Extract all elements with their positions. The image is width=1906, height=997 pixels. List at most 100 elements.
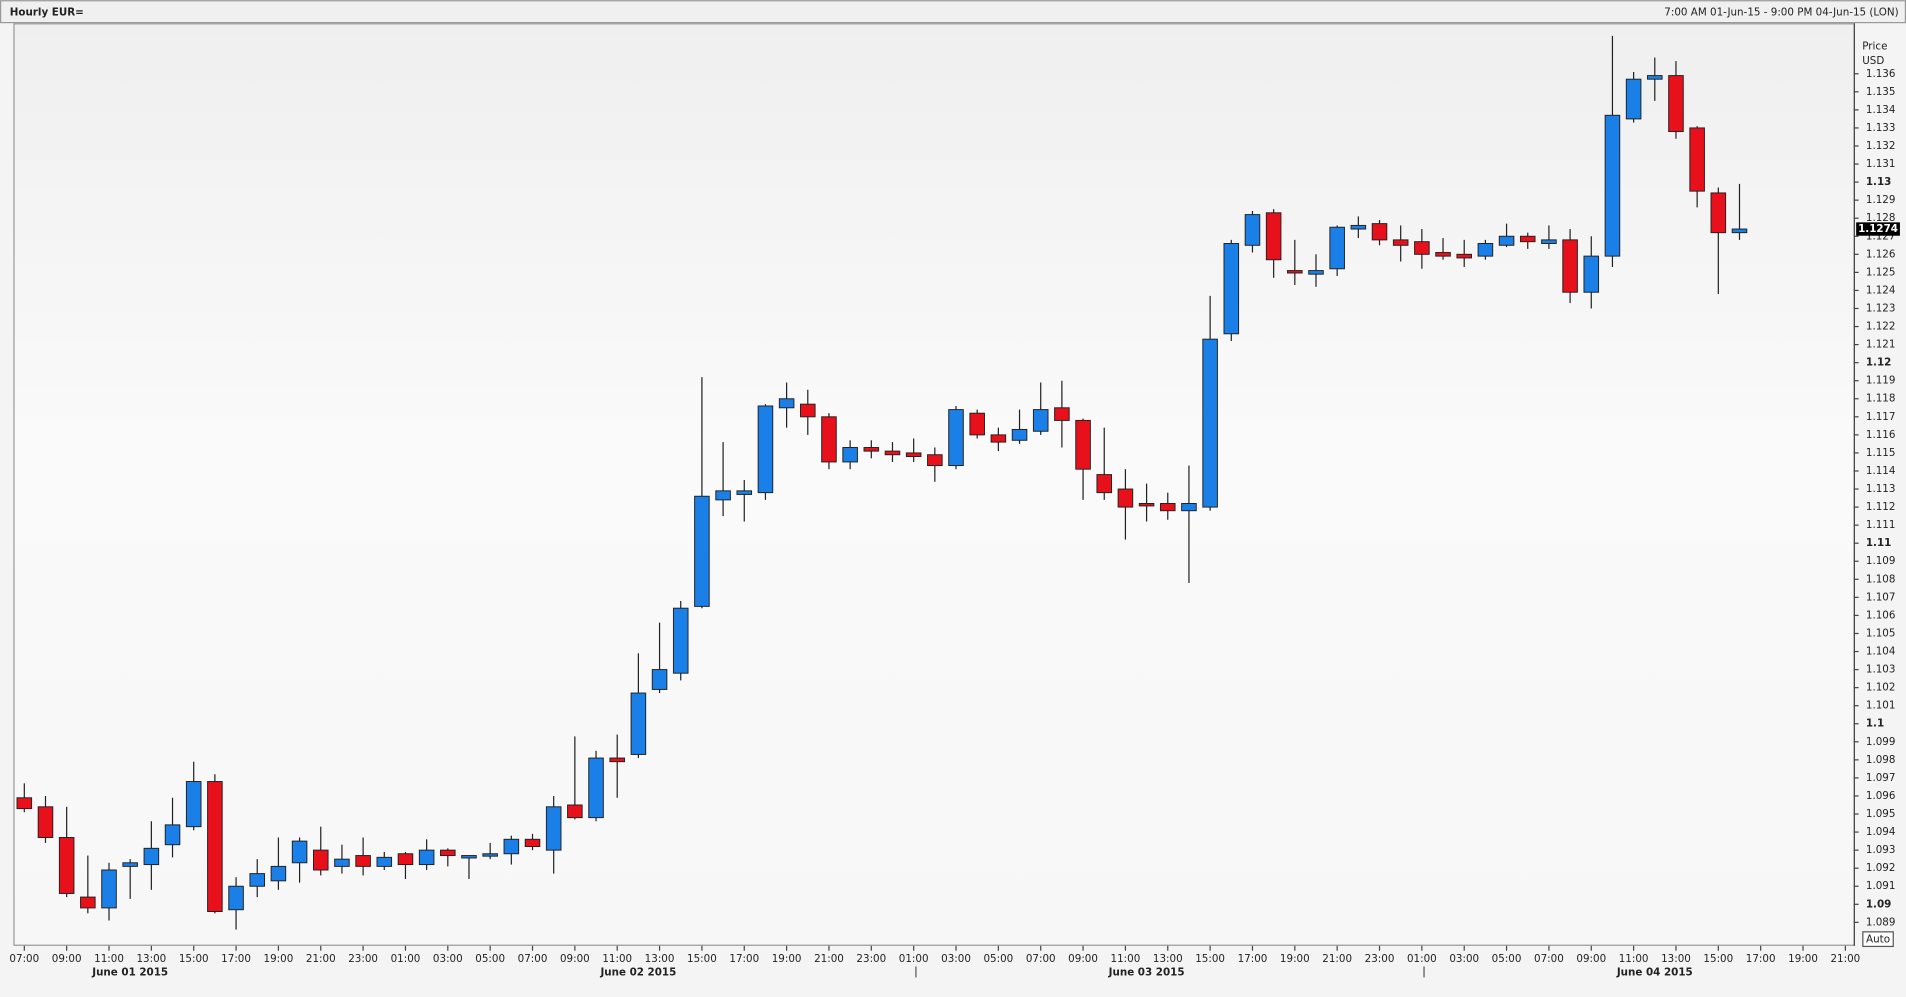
y-tick-label: 1.097 <box>1866 772 1896 784</box>
candle-body <box>291 840 308 864</box>
last-price-box <box>1856 222 1900 236</box>
candle-body <box>228 885 244 911</box>
x-tick-label: 01:00 <box>1407 953 1437 965</box>
candle-body <box>1287 270 1303 274</box>
plot-area <box>13 23 1855 946</box>
x-tick-label: 03:00 <box>1449 953 1479 965</box>
x-tick-label: 11:00 <box>602 953 632 965</box>
y-tick-label: 1.131 <box>1866 158 1896 170</box>
candle-body <box>1647 75 1663 80</box>
candle-body <box>1604 114 1621 257</box>
x-tick-label: 01:00 <box>899 953 929 965</box>
y-tick-label: 1.102 <box>1866 682 1896 694</box>
y-tick-label: 1.099 <box>1866 736 1896 748</box>
date-label: June 03 2015 <box>1108 967 1185 979</box>
y-tick-label: 1.117 <box>1866 411 1896 423</box>
x-tick-label: 19:00 <box>264 953 294 965</box>
candle-body <box>1223 243 1240 335</box>
y-tick-label: 1.103 <box>1866 664 1896 676</box>
y-tick-label: 1.124 <box>1866 284 1896 296</box>
y-tick-label: 1.121 <box>1866 339 1896 351</box>
candle-body <box>16 797 33 810</box>
date-label: June 01 2015 <box>91 967 168 979</box>
y-tick-label: 1.11 <box>1866 537 1891 549</box>
candle-body <box>588 757 604 819</box>
auto-button-label[interactable]: Auto <box>1866 934 1890 946</box>
x-tick-label: 07:00 <box>9 953 39 965</box>
y-tick-label: 1.094 <box>1866 826 1896 838</box>
candle-body <box>482 853 498 857</box>
x-tick-label: 05:00 <box>1492 953 1522 965</box>
y-tick-label: 1.101 <box>1866 700 1896 712</box>
candle-body <box>207 781 223 913</box>
candle-body <box>397 853 414 866</box>
candle-body <box>672 607 689 674</box>
y-tick-label: 1.105 <box>1866 627 1896 639</box>
header-bar <box>0 0 1906 24</box>
x-tick-label: 21:00 <box>814 953 844 965</box>
x-tick-label: 23:00 <box>348 953 378 965</box>
y-tick-label: 1.104 <box>1866 646 1896 658</box>
x-tick-label: 09:00 <box>1068 953 1098 965</box>
candle-body <box>1032 409 1049 432</box>
x-tick-label: 09:00 <box>1576 953 1606 965</box>
candle-body <box>1435 252 1451 257</box>
y-tick-label: 1.126 <box>1866 248 1896 260</box>
candle-body <box>101 869 117 909</box>
y-tick-label: 1.113 <box>1866 483 1896 495</box>
x-tick-label: 19:00 <box>1788 953 1818 965</box>
candle-body <box>1583 255 1600 293</box>
candle-body <box>418 849 435 866</box>
candle-body <box>376 856 393 867</box>
candle-body <box>1414 241 1430 255</box>
candle-body <box>1096 474 1113 494</box>
candle-body <box>1265 212 1282 261</box>
y-tick-label: 1.111 <box>1866 519 1896 531</box>
x-tick-label: 09:00 <box>52 953 82 965</box>
candle-body <box>440 849 456 857</box>
candle-body <box>1159 502 1176 512</box>
x-tick-label: 21:00 <box>306 953 336 965</box>
y-tick-label: 1.108 <box>1866 573 1896 585</box>
candle-body <box>1181 502 1197 512</box>
y-tick-label: 1.118 <box>1866 393 1896 405</box>
x-tick-label: 13:00 <box>136 953 166 965</box>
x-tick-label: 07:00 <box>1534 953 1564 965</box>
x-tick-label: 09:00 <box>560 953 590 965</box>
x-tick-label: 01:00 <box>391 953 421 965</box>
x-tick-label: 19:00 <box>1280 953 1310 965</box>
candle-body <box>1075 419 1091 470</box>
candle-body <box>334 858 350 867</box>
candle-body <box>1689 127 1705 192</box>
candle-body <box>1477 243 1494 257</box>
y-tick-label: 1.132 <box>1866 140 1896 152</box>
x-tick-label: 13:00 <box>1661 953 1691 965</box>
candle-body <box>884 450 901 456</box>
candle-body <box>58 837 75 894</box>
y-tick-label: 1.112 <box>1866 501 1896 513</box>
candle-body <box>1202 338 1218 508</box>
y-tick-label: 1.115 <box>1866 447 1896 459</box>
last-price-label: 1.1274 <box>1858 223 1898 235</box>
candle-body <box>185 781 202 828</box>
candle-body <box>1519 235 1536 243</box>
y-tick-label: 1.12 <box>1866 357 1891 369</box>
candle-body <box>1562 239 1578 293</box>
x-tick-label: 11:00 <box>1111 953 1141 965</box>
y-tick-label: 1.135 <box>1866 86 1896 98</box>
y-tick-label: 1.098 <box>1866 754 1896 766</box>
candle-body <box>630 692 647 755</box>
candle-body <box>270 865 287 882</box>
candle-body <box>37 806 54 838</box>
x-tick-label: 07:00 <box>518 953 548 965</box>
y-tick-label: 1.091 <box>1866 880 1896 892</box>
candle-body <box>1329 226 1345 270</box>
candle-body <box>1710 192 1727 234</box>
x-tick-label: 11:00 <box>94 953 124 965</box>
candle-body <box>1541 239 1557 244</box>
candle-body <box>1625 78 1642 120</box>
auto-button[interactable] <box>1862 931 1894 948</box>
candle-body <box>1456 253 1472 259</box>
x-tick-label: 17:00 <box>1238 953 1268 965</box>
